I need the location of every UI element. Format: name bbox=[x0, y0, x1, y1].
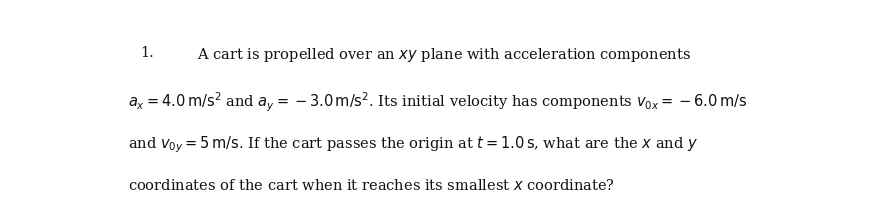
Text: A cart is propelled over an $\mathit{xy}$ plane with acceleration components: A cart is propelled over an $\mathit{xy}… bbox=[197, 46, 692, 64]
Text: 1.: 1. bbox=[140, 46, 154, 60]
Text: and $v_{0y} =5\,\mathrm{m/s}$. If the cart passes the origin at $t=1.0\,\mathrm{: and $v_{0y} =5\,\mathrm{m/s}$. If the ca… bbox=[128, 134, 699, 155]
Text: coordinates of the cart when it reaches its smallest $x$ coordinate?: coordinates of the cart when it reaches … bbox=[128, 178, 615, 193]
Text: $a_x =4.0\,\mathrm{m/s}^2$ and $a_y =-3.0\,\mathrm{m/s}^2$. Its initial velocity: $a_x =4.0\,\mathrm{m/s}^2$ and $a_y =-3.… bbox=[128, 90, 748, 114]
